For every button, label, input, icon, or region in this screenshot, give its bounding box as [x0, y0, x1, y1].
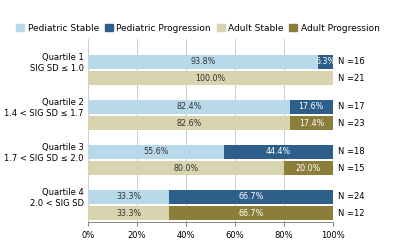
Text: N =24: N =24: [337, 192, 363, 201]
Text: 33.3%: 33.3%: [116, 209, 141, 218]
Text: N =23: N =23: [337, 119, 363, 128]
Text: 6.3%: 6.3%: [314, 58, 335, 66]
Bar: [87, 100, 289, 114]
Bar: [87, 161, 283, 175]
Text: 17.6%: 17.6%: [298, 102, 323, 112]
Bar: [317, 55, 332, 69]
Text: N =17: N =17: [337, 102, 363, 112]
Text: 66.7%: 66.7%: [238, 209, 263, 218]
Bar: [223, 145, 332, 159]
Legend: Pediatric Stable, Pediatric Progression, Adult Stable, Adult Progression: Pediatric Stable, Pediatric Progression,…: [16, 24, 379, 33]
Text: 82.6%: 82.6%: [176, 119, 201, 128]
Text: N =15: N =15: [337, 164, 363, 173]
Text: N =12: N =12: [337, 209, 363, 218]
Bar: [87, 116, 290, 131]
Bar: [169, 206, 332, 220]
Text: 100.0%: 100.0%: [195, 74, 225, 83]
Text: 82.4%: 82.4%: [176, 102, 201, 112]
Text: 55.6%: 55.6%: [143, 147, 168, 156]
Text: 44.4%: 44.4%: [265, 147, 290, 156]
Bar: [289, 100, 332, 114]
Bar: [87, 55, 317, 69]
Text: 17.4%: 17.4%: [298, 119, 323, 128]
Bar: [169, 190, 332, 204]
Bar: [87, 206, 169, 220]
Bar: [87, 190, 169, 204]
Text: N =18: N =18: [337, 147, 363, 156]
Text: 80.0%: 80.0%: [173, 164, 198, 173]
Bar: [283, 161, 332, 175]
Bar: [87, 71, 332, 85]
Bar: [290, 116, 332, 131]
Text: N =16: N =16: [337, 58, 363, 66]
Text: N =21: N =21: [337, 74, 363, 83]
Bar: [87, 145, 223, 159]
Text: 93.8%: 93.8%: [190, 58, 215, 66]
Text: 20.0%: 20.0%: [295, 164, 320, 173]
Text: 66.7%: 66.7%: [238, 192, 263, 201]
Text: 33.3%: 33.3%: [116, 192, 141, 201]
